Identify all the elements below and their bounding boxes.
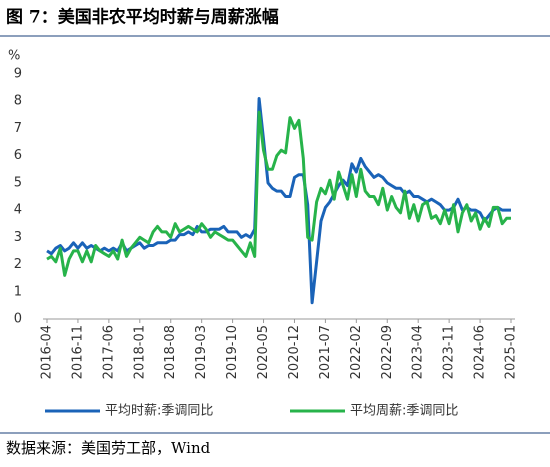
y-tick-label: 5 bbox=[14, 175, 22, 190]
series-line bbox=[46, 97, 511, 305]
x-tick-label: 2023-11 bbox=[442, 325, 457, 379]
y-tick-label: 9 bbox=[14, 67, 22, 82]
x-tick-label: 2018-08 bbox=[163, 325, 178, 379]
x-tick-label: 2022-09 bbox=[380, 325, 395, 379]
y-tick-label: 1 bbox=[14, 284, 22, 299]
x-tick-label: 2020-05 bbox=[256, 325, 271, 379]
x-tick-label: 2016-11 bbox=[70, 325, 85, 379]
chart-title: 图 7：美国非农平均时薪与周薪涨幅 bbox=[6, 7, 279, 28]
y-tick-label: 7 bbox=[14, 121, 22, 136]
x-tick-label: 2022-02 bbox=[349, 325, 364, 379]
x-tick-label: 2024-06 bbox=[473, 325, 488, 379]
legend-label: 平均周薪:季调同比 bbox=[350, 404, 458, 419]
source: 数据来源：美国劳工部，Wind bbox=[6, 439, 211, 457]
x-tick-label: 2021-07 bbox=[318, 325, 333, 379]
x-tick-label: 2019-10 bbox=[225, 325, 240, 379]
y-tick-label: 2 bbox=[14, 257, 22, 272]
series-line bbox=[46, 110, 511, 277]
x-tick-label: 2017-06 bbox=[101, 325, 116, 379]
y-tick-label: 4 bbox=[14, 203, 22, 218]
x-tick-label: 2016-04 bbox=[40, 325, 55, 379]
x-tick-label: 2018-01 bbox=[132, 325, 147, 379]
y-axis-label: % bbox=[8, 49, 20, 64]
y-tick-label: 0 bbox=[14, 312, 22, 327]
y-tick-label: 3 bbox=[14, 230, 22, 245]
x-tick-label: 2020-12 bbox=[287, 325, 302, 379]
y-tick-label: 8 bbox=[14, 94, 22, 109]
x-tick-label: 2025-01 bbox=[504, 325, 519, 379]
x-tick-label: 2019-03 bbox=[194, 325, 209, 379]
legend-label: 平均时薪:季调同比 bbox=[105, 404, 213, 419]
y-tick-label: 6 bbox=[14, 148, 22, 163]
x-tick-label: 2023-04 bbox=[411, 325, 426, 379]
